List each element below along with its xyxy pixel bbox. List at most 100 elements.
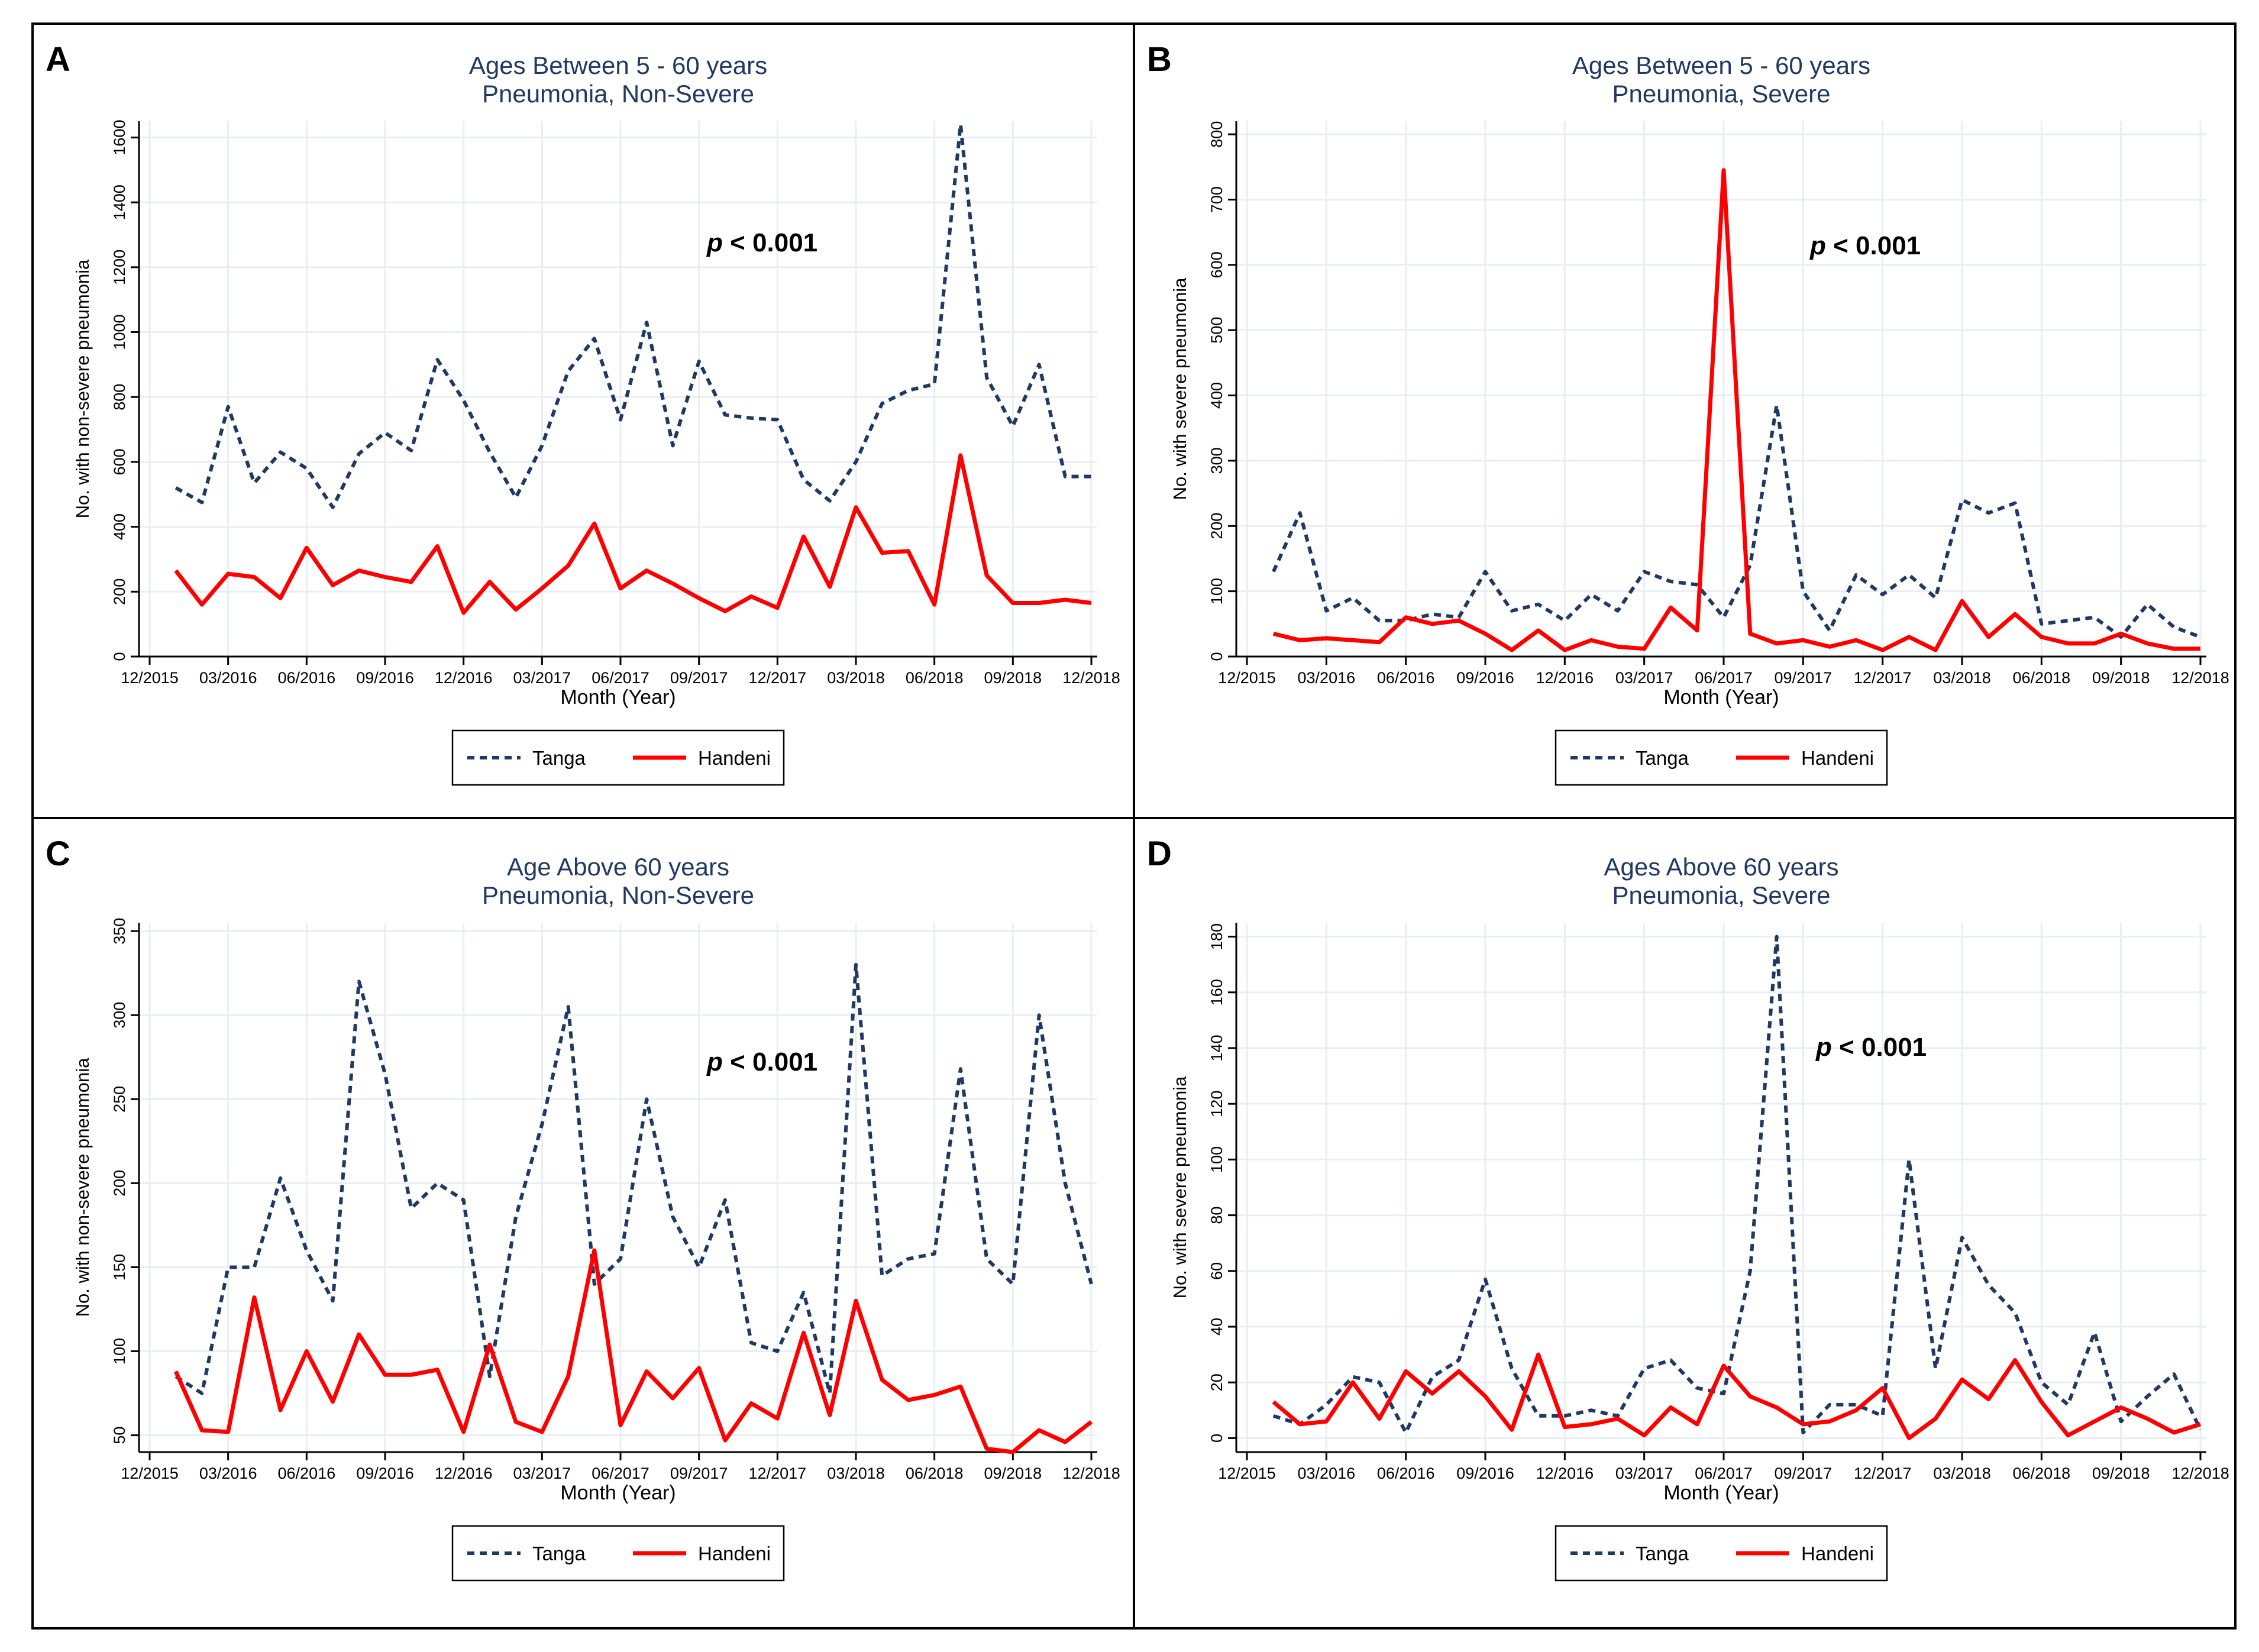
p-value-annotation: p < 0.001 (1809, 231, 1921, 260)
x-tick-label: 12/2015 (1218, 1465, 1276, 1482)
y-tick-label: 20 (1208, 1373, 1226, 1391)
y-tick-label: 700 (1208, 186, 1226, 213)
x-tick-label: 03/2017 (513, 1465, 571, 1482)
x-tick-label: 12/2016 (1536, 1465, 1594, 1482)
x-tick-label: 12/2017 (749, 1465, 807, 1482)
x-tick-label: 12/2016 (435, 669, 493, 687)
p-value-annotation: p < 0.001 (706, 1048, 817, 1076)
y-tick-label: 1600 (111, 119, 128, 155)
legend-label-tanga: Tanga (1636, 1543, 1689, 1564)
legend: Tanga Handeni (451, 729, 785, 786)
y-tick-label: 250 (111, 1086, 128, 1113)
chart-subtitle: Pneumonia, Severe (1612, 80, 1831, 108)
series-line-tanga (1272, 935, 2202, 1434)
y-tick-label: 1400 (111, 185, 128, 220)
x-tick-label: 06/2017 (1695, 669, 1753, 687)
y-tick-label: 40 (1208, 1318, 1226, 1336)
y-tick-label: 200 (111, 578, 128, 605)
x-tick-label: 03/2016 (1298, 1465, 1356, 1482)
series-line-handeni (174, 453, 1092, 615)
x-tick-label: 09/2018 (2092, 1465, 2150, 1482)
series-line-tanga (174, 122, 1091, 509)
chart-subtitle: Pneumonia, Severe (1612, 881, 1831, 909)
x-tick-label: 12/2017 (1854, 669, 1912, 687)
x-tick-label: 03/2018 (1933, 1465, 1991, 1482)
y-tick-label: 100 (1208, 1146, 1226, 1173)
legend-label-handeni: Handeni (1801, 747, 1874, 769)
y-tick-label: 50 (111, 1427, 128, 1444)
p-value-annotation: p < 0.001 (706, 228, 817, 257)
x-tick-label: 03/2016 (199, 1465, 257, 1482)
x-tick-label: 12/2018 (1062, 669, 1120, 687)
y-tick-label: 0 (111, 652, 128, 661)
x-tick-label: 06/2016 (278, 669, 336, 687)
chart-subtitle: Pneumonia, Non-Severe (482, 881, 754, 909)
y-tick-label: 180 (1208, 923, 1226, 950)
y-tick-label: 120 (1208, 1091, 1226, 1117)
panel-letter: B (1147, 40, 1172, 79)
x-tick-label: 09/2016 (356, 1465, 414, 1482)
p-value-annotation: p < 0.001 (1815, 1033, 1927, 1062)
panel-letter: A (46, 40, 70, 79)
x-tick-label: 09/2017 (1775, 669, 1833, 687)
x-tick-label: 06/2016 (278, 1465, 336, 1482)
x-tick-label: 09/2018 (2092, 669, 2150, 687)
y-axis-label: No. with non-severe pneumonia (72, 1058, 93, 1317)
x-tick-label: 03/2017 (513, 669, 571, 687)
x-tick-label: 12/2017 (1854, 1465, 1912, 1482)
y-tick-label: 600 (1208, 251, 1226, 278)
y-tick-label: 350 (111, 918, 128, 945)
x-tick-label: 12/2017 (749, 669, 807, 687)
series-line-tanga (174, 963, 1093, 1395)
x-tick-label: 06/2018 (906, 669, 964, 687)
y-tick-label: 140 (1208, 1034, 1226, 1061)
x-tick-label: 09/2017 (1775, 1465, 1833, 1482)
y-tick-label: 80 (1208, 1207, 1226, 1224)
panel-letter: D (1147, 835, 1172, 873)
y-axis-label: No. with severe pneumonia (1169, 1076, 1190, 1298)
series-line-handeni (174, 1248, 1093, 1454)
y-tick-label: 1000 (111, 314, 128, 350)
x-tick-label: 09/2016 (1456, 669, 1514, 687)
legend-label-handeni: Handeni (698, 747, 771, 769)
legend-label-handeni: Handeni (698, 1543, 771, 1564)
x-tick-label: 12/2016 (435, 1465, 493, 1482)
legend: Tanga Handeni (451, 1525, 785, 1582)
x-tick-label: 06/2018 (2013, 1465, 2071, 1482)
x-tick-label: 12/2018 (2171, 1465, 2229, 1482)
chart-title: Ages Above 60 years (1604, 853, 1839, 881)
legend-label-tanga: Tanga (532, 1543, 586, 1564)
chart-title: Ages Between 5 - 60 years (1572, 51, 1870, 79)
panel-border (31, 817, 1135, 1630)
x-axis-label: Month (Year) (1663, 686, 1779, 709)
x-tick-label: 12/2015 (1218, 669, 1276, 687)
legend-label-handeni: Handeni (1801, 1543, 1874, 1564)
y-tick-label: 160 (1208, 979, 1226, 1006)
y-tick-label: 100 (1208, 578, 1226, 604)
x-tick-label: 03/2017 (1615, 1465, 1673, 1482)
x-tick-label: 09/2018 (984, 669, 1042, 687)
grid (139, 121, 1097, 658)
x-tick-label: 09/2017 (670, 1465, 728, 1482)
x-tick-label: 09/2016 (1456, 1465, 1514, 1482)
x-tick-label: 12/2016 (1536, 669, 1594, 687)
grid (139, 923, 1097, 1452)
y-tick-label: 400 (111, 513, 128, 540)
x-tick-label: 03/2016 (1298, 669, 1356, 687)
y-tick-label: 60 (1208, 1262, 1226, 1280)
series-line-handeni (1272, 168, 2200, 652)
y-tick-label: 200 (1208, 513, 1226, 539)
x-tick-label: 06/2017 (592, 1465, 649, 1482)
x-tick-label: 06/2016 (1377, 1465, 1435, 1482)
legend-label-tanga: Tanga (1636, 747, 1689, 769)
x-tick-label: 09/2017 (670, 669, 728, 687)
x-tick-label: 12/2018 (1062, 1465, 1120, 1482)
y-tick-label: 500 (1208, 317, 1226, 344)
y-tick-label: 1200 (111, 250, 128, 285)
x-tick-label: 03/2018 (827, 669, 885, 687)
y-tick-label: 0 (1208, 1434, 1226, 1443)
